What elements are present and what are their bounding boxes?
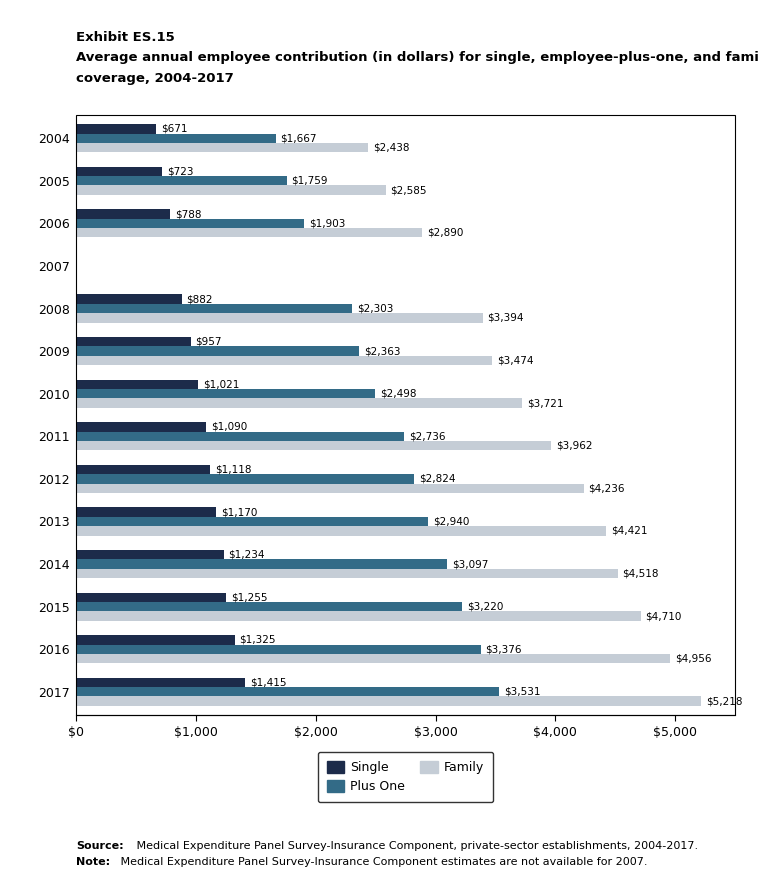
Text: $3,531: $3,531	[504, 687, 540, 697]
Bar	[76, 313, 483, 322]
Bar	[76, 185, 386, 195]
Text: Exhibit ES.15: Exhibit ES.15	[76, 31, 174, 44]
Bar	[76, 569, 618, 578]
Bar	[76, 228, 422, 238]
Text: $2,585: $2,585	[390, 185, 427, 195]
Text: Average annual employee contribution (in dollars) for single, employee-plus-one,: Average annual employee contribution (in…	[76, 51, 758, 64]
Bar	[76, 654, 670, 663]
Text: $2,736: $2,736	[409, 431, 445, 442]
Legend: Single, Plus One, Family: Single, Plus One, Family	[318, 751, 493, 802]
Bar	[76, 356, 493, 366]
Bar	[76, 602, 462, 611]
Bar	[76, 346, 359, 356]
Text: $788: $788	[175, 209, 202, 219]
Bar	[76, 115, 735, 715]
Text: $1,903: $1,903	[309, 218, 345, 229]
Text: $3,474: $3,474	[497, 356, 534, 366]
Bar	[76, 592, 227, 602]
Bar	[76, 209, 171, 219]
Text: $2,303: $2,303	[357, 304, 393, 313]
Bar	[76, 398, 522, 408]
Text: $1,170: $1,170	[221, 507, 257, 517]
Bar	[76, 474, 415, 484]
Text: $1,255: $1,255	[231, 592, 268, 602]
Bar	[76, 611, 641, 621]
Bar	[76, 526, 606, 535]
Bar	[76, 295, 182, 304]
Bar	[76, 304, 352, 313]
Text: $3,962: $3,962	[556, 441, 592, 450]
Text: Source:: Source:	[76, 841, 124, 851]
Bar	[76, 508, 216, 517]
Bar	[76, 687, 500, 697]
Text: $3,097: $3,097	[452, 559, 488, 569]
Text: $723: $723	[168, 166, 194, 177]
Bar	[76, 635, 235, 645]
Bar	[76, 645, 481, 654]
Text: $2,498: $2,498	[380, 389, 417, 399]
Text: Medical Expenditure Panel Survey-Insurance Component estimates are not available: Medical Expenditure Panel Survey-Insuran…	[117, 857, 648, 867]
Bar	[76, 697, 701, 706]
Bar	[76, 143, 368, 152]
Text: $1,234: $1,234	[229, 550, 265, 560]
Bar	[76, 517, 428, 526]
Text: $4,956: $4,956	[675, 653, 711, 664]
Text: $882: $882	[186, 294, 213, 304]
Bar	[76, 678, 246, 687]
Text: $3,220: $3,220	[467, 601, 503, 612]
Text: coverage, 2004-2017: coverage, 2004-2017	[76, 72, 233, 86]
Bar	[76, 550, 224, 559]
Text: $1,759: $1,759	[292, 176, 328, 185]
Bar	[76, 133, 276, 143]
Text: $1,415: $1,415	[250, 677, 287, 688]
Text: $957: $957	[196, 336, 222, 347]
Text: $2,824: $2,824	[419, 474, 456, 484]
Text: $4,710: $4,710	[645, 611, 681, 621]
Text: $4,421: $4,421	[611, 526, 647, 536]
Text: $3,721: $3,721	[527, 398, 563, 408]
Text: $1,325: $1,325	[240, 635, 276, 645]
Text: $4,518: $4,518	[622, 569, 659, 578]
Text: $1,667: $1,667	[280, 133, 317, 143]
Bar	[76, 125, 156, 133]
Bar	[76, 484, 584, 493]
Bar	[76, 422, 206, 432]
Bar	[76, 464, 210, 474]
Text: $5,218: $5,218	[706, 696, 743, 706]
Bar	[76, 176, 287, 185]
Text: $1,021: $1,021	[203, 380, 240, 389]
Bar	[76, 167, 162, 176]
Text: $3,394: $3,394	[487, 313, 524, 323]
Text: Note:: Note:	[76, 857, 110, 867]
Text: Medical Expenditure Panel Survey-Insurance Component, private-sector establishme: Medical Expenditure Panel Survey-Insuran…	[133, 841, 698, 851]
Text: $2,438: $2,438	[373, 142, 409, 153]
Text: $2,890: $2,890	[427, 228, 463, 238]
Bar	[76, 380, 199, 389]
Text: $671: $671	[161, 124, 187, 134]
Text: $4,236: $4,236	[588, 483, 625, 494]
Bar	[76, 337, 190, 346]
Text: $3,376: $3,376	[485, 645, 522, 654]
Text: $1,090: $1,090	[211, 422, 248, 432]
Bar	[76, 219, 304, 228]
Bar	[76, 441, 551, 450]
Text: $2,940: $2,940	[433, 517, 469, 526]
Bar	[76, 559, 447, 569]
Text: $2,363: $2,363	[364, 346, 400, 356]
Bar	[76, 432, 404, 441]
Bar	[76, 389, 375, 398]
Text: $1,118: $1,118	[215, 464, 251, 474]
